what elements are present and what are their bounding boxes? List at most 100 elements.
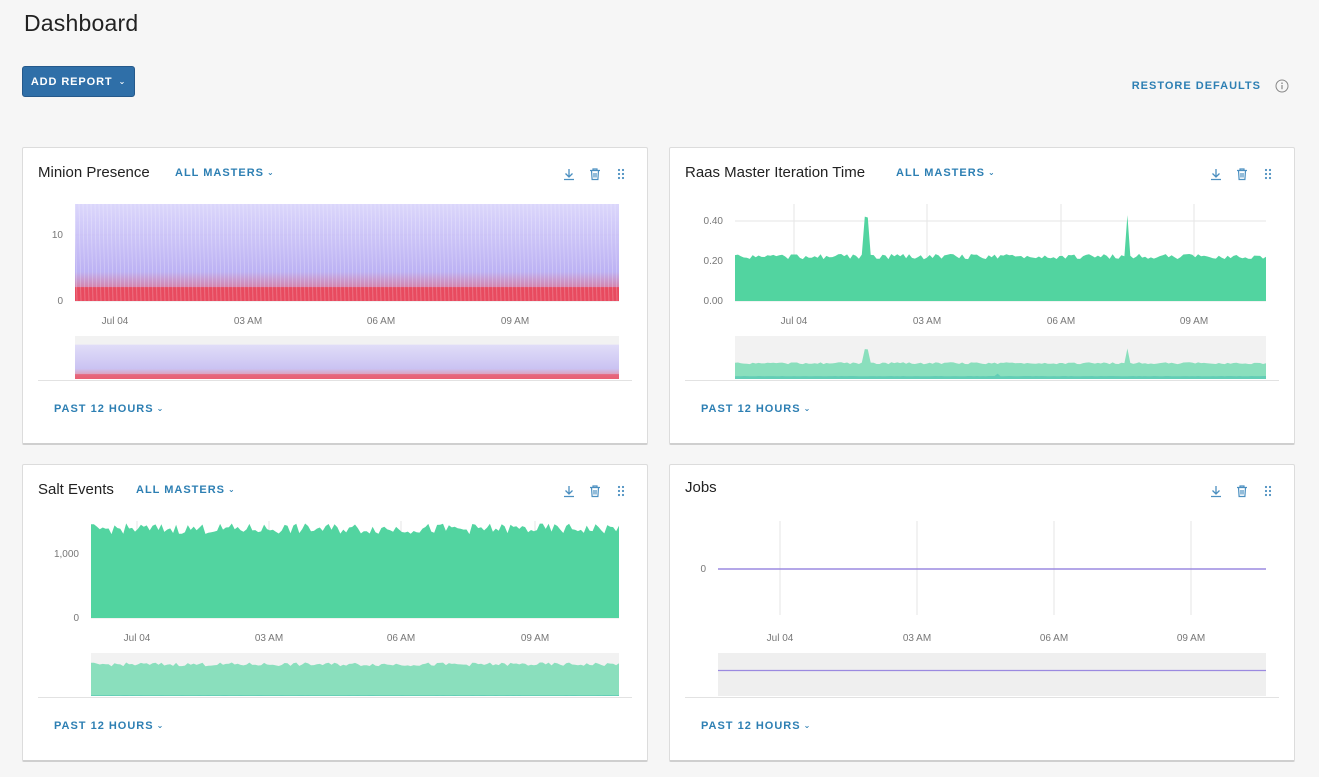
x-tick-label: 03 AM xyxy=(903,633,931,644)
card-divider xyxy=(685,697,1279,698)
area-series xyxy=(735,215,1266,301)
hatch-line xyxy=(530,203,534,302)
hatch-line xyxy=(450,203,454,302)
hatch-line xyxy=(446,203,450,302)
hatch-line xyxy=(150,203,154,302)
trash-icon[interactable] xyxy=(1234,483,1250,499)
download-icon[interactable] xyxy=(561,483,577,499)
hatch-line xyxy=(126,203,130,302)
hatch-line xyxy=(166,203,170,302)
hatch-line xyxy=(278,203,282,302)
hatch-line xyxy=(470,203,474,302)
hatch-line xyxy=(554,203,558,302)
masters-filter[interactable]: ALL MASTERS ⌄ xyxy=(136,484,236,496)
hatch-line xyxy=(106,203,110,302)
y-tick-label: 0 xyxy=(73,613,79,624)
time-range-selector[interactable]: PAST 12 HOURS ⌄ xyxy=(54,403,164,415)
download-icon[interactable] xyxy=(1208,166,1224,182)
time-range-selector[interactable]: PAST 12 HOURS ⌄ xyxy=(701,403,811,415)
hatch-line xyxy=(274,203,278,302)
hatch-line xyxy=(606,203,610,302)
hatch-line xyxy=(414,203,418,302)
add-report-button[interactable]: ADD REPORT ⌄ xyxy=(22,66,135,97)
hatch-line xyxy=(114,203,118,302)
chevron-down-icon: ⌄ xyxy=(803,404,812,413)
hatch-line xyxy=(330,203,334,302)
hatch-line xyxy=(302,203,306,302)
card-actions xyxy=(561,483,629,499)
x-tick-label: 03 AM xyxy=(913,316,941,327)
hatch-line xyxy=(546,203,550,302)
time-range-selector[interactable]: PAST 12 HOURS ⌄ xyxy=(701,720,811,732)
restore-defaults-button[interactable]: RESTORE DEFAULTS xyxy=(1131,80,1261,92)
masters-filter[interactable]: ALL MASTERS ⌄ xyxy=(175,167,275,179)
hatch-line xyxy=(262,203,266,302)
hatch-line xyxy=(434,203,438,302)
time-range-selector[interactable]: PAST 12 HOURS ⌄ xyxy=(54,720,164,732)
hatch-line xyxy=(294,203,298,302)
navigator-series xyxy=(735,348,1266,379)
card-divider xyxy=(38,380,632,381)
hatch-line xyxy=(290,203,294,302)
hatch-line xyxy=(430,203,434,302)
drag-handle-icon[interactable] xyxy=(1260,483,1276,499)
time-range-label: PAST 12 HOURS xyxy=(701,720,801,732)
area-series xyxy=(75,287,619,301)
drag-handle-icon[interactable] xyxy=(613,483,629,499)
x-tick-label: 03 AM xyxy=(255,633,283,644)
hatch-line xyxy=(146,203,150,302)
hatch-line xyxy=(246,203,250,302)
hatch-line xyxy=(422,203,426,302)
info-icon[interactable] xyxy=(1275,79,1289,93)
hatch-line xyxy=(454,203,458,302)
hatch-line xyxy=(406,203,410,302)
masters-filter[interactable]: ALL MASTERS ⌄ xyxy=(896,167,996,179)
trash-icon[interactable] xyxy=(1234,166,1250,182)
navigator-series xyxy=(75,374,619,379)
hatch-line xyxy=(602,203,606,302)
card-actions xyxy=(1208,483,1276,499)
x-tick-label: 06 AM xyxy=(1040,633,1068,644)
time-range-label: PAST 12 HOURS xyxy=(54,403,154,415)
hatch-line xyxy=(198,203,202,302)
download-icon[interactable] xyxy=(561,166,577,182)
hatch-line xyxy=(266,203,270,302)
trash-icon[interactable] xyxy=(587,483,603,499)
hatch-line xyxy=(458,203,462,302)
trash-icon[interactable] xyxy=(587,166,603,182)
area-series xyxy=(75,204,619,301)
hatch-line xyxy=(394,203,398,302)
drag-handle-icon[interactable] xyxy=(613,166,629,182)
hatch-line xyxy=(218,203,222,302)
hatch-line xyxy=(578,203,582,302)
hatch-line xyxy=(438,203,442,302)
hatch-line xyxy=(202,203,206,302)
hatch-line xyxy=(182,203,186,302)
download-icon[interactable] xyxy=(1208,483,1224,499)
hatch-line xyxy=(366,203,370,302)
card-raas-master-iteration-time: Raas Master Iteration Time ALL MASTERS ⌄ … xyxy=(669,147,1295,445)
hatch-line xyxy=(538,203,542,302)
hatch-line xyxy=(186,203,190,302)
hatch-line xyxy=(510,203,514,302)
hatch-line xyxy=(386,203,390,302)
hatch-line xyxy=(398,203,402,302)
hatch-line xyxy=(74,203,78,302)
hatch-line xyxy=(594,203,598,302)
hatch-line xyxy=(558,203,562,302)
x-tick-label: Jul 04 xyxy=(124,633,151,644)
hatch-line xyxy=(590,203,594,302)
chart-raas-master-iteration-time: 0.40 0.20 0.00 Jul 04 03 AM 06 AM 09 AM xyxy=(704,204,1266,379)
hatch-line xyxy=(518,203,522,302)
hatch-line xyxy=(282,203,286,302)
page-title: Dashboard xyxy=(24,10,139,36)
x-tick-label: 03 AM xyxy=(234,316,262,327)
hatch-line xyxy=(478,203,482,302)
y-tick-label: 0.40 xyxy=(704,216,724,227)
hatch-line xyxy=(370,203,374,302)
hatch-line xyxy=(142,203,146,302)
drag-handle-icon[interactable] xyxy=(1260,166,1276,182)
hatch-line xyxy=(226,203,230,302)
hatch-line xyxy=(318,203,322,302)
hatch-line xyxy=(598,203,602,302)
